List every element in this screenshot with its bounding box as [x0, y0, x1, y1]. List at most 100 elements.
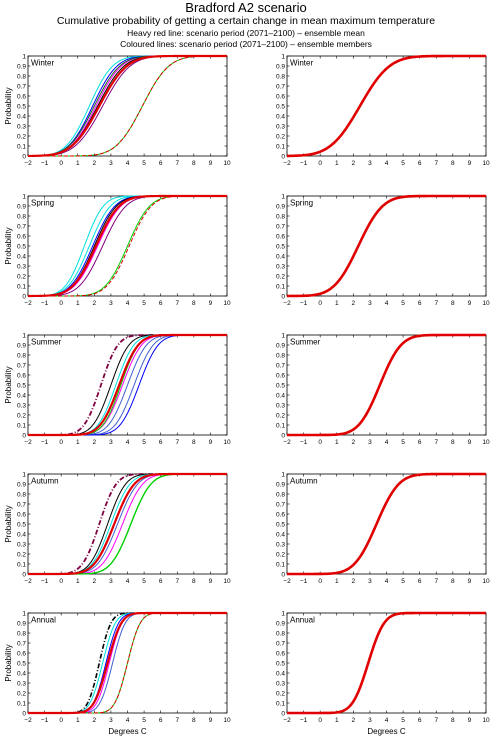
x-tick-label: 7 — [434, 439, 438, 446]
x-tick-label: 9 — [468, 717, 472, 724]
x-tick-label: 9 — [468, 300, 472, 307]
y-tick-label: 0.1 — [276, 143, 285, 150]
y-tick-label: 0.2 — [276, 412, 285, 419]
y-tick-label: 0.2 — [17, 133, 26, 140]
y-tick-label: 0.6 — [17, 233, 26, 240]
x-tick-label: −2 — [24, 160, 32, 167]
x-tick-label: −2 — [283, 160, 291, 167]
x-tick-label: 0 — [59, 160, 63, 167]
y-tick-label: 0.9 — [17, 481, 26, 488]
y-tick-label: 0.5 — [17, 243, 26, 250]
y-tick-label: 0.1 — [276, 700, 285, 707]
panel-label: Summer — [290, 338, 321, 347]
x-tick-label: 9 — [209, 300, 213, 307]
x-tick-label: 8 — [451, 717, 455, 724]
y-tick-label: 0.5 — [276, 660, 285, 667]
x-tick-label: 3 — [109, 160, 113, 167]
x-tick-label: 6 — [418, 578, 422, 585]
x-tick-label: 9 — [468, 578, 472, 585]
x-tick-label: −2 — [283, 300, 291, 307]
y-tick-label: 0.4 — [17, 253, 26, 260]
y-tick-label: 0.2 — [276, 133, 285, 140]
y-tick-label: 0.8 — [17, 352, 26, 359]
x-tick-label: 1 — [335, 160, 339, 167]
x-tick-label: 5 — [401, 160, 405, 167]
x-tick-label: 6 — [159, 300, 163, 307]
y-tick-label: 0 — [281, 432, 285, 439]
x-tick-label: 5 — [401, 717, 405, 724]
panel-autumn-left: −2 −1 0 1 2 3 4 5 6 7 8 9 10 0 0.1 0.2 0.3 0.4 0.5 0.6 0.7 0.… — [4, 471, 231, 585]
x-tick-label: 1 — [335, 717, 339, 724]
x-tick-label: 2 — [93, 717, 97, 724]
x-tick-label: 8 — [451, 300, 455, 307]
x-tick-label: −1 — [41, 578, 49, 585]
x-tick-label: 1 — [76, 578, 80, 585]
panel-autumn-right: −2 −1 0 1 2 3 4 5 6 7 8 9 10 0 0.1 0.2 0.3 0.4 0.5 0.6 0.7 0.… — [276, 471, 490, 585]
y-tick-label: 0.9 — [17, 342, 26, 349]
x-tick-label: 9 — [468, 160, 472, 167]
y-tick-label: 0.1 — [17, 561, 26, 568]
series-line-ensemble-mean — [287, 611, 486, 715]
y-tick-label: 0.1 — [17, 700, 26, 707]
y-tick-label: 0.1 — [276, 561, 285, 568]
y-axis-label: Probability — [4, 87, 13, 124]
series-line-ensemble-mean — [286, 54, 486, 158]
x-axis-label: Degrees C — [108, 727, 146, 736]
x-tick-label: 7 — [434, 160, 438, 167]
y-tick-label: 0.4 — [276, 392, 285, 399]
panel-annual-right: −2 −1 0 1 2 3 4 5 6 7 8 9 10 0 0.1 0.2 0.3 0.4 0.5 0.6 0.7 0.… — [276, 610, 490, 736]
x-tick-label: −2 — [24, 717, 32, 724]
y-tick-label: 0.3 — [276, 541, 285, 548]
y-tick-label: 0.7 — [17, 83, 26, 90]
y-tick-label: 0.6 — [17, 650, 26, 657]
y-axis-label: Probability — [4, 644, 13, 681]
x-tick-label: 10 — [223, 160, 231, 167]
y-tick-label: 0.4 — [276, 670, 285, 677]
y-tick-label: 0.5 — [276, 521, 285, 528]
x-tick-label: 6 — [418, 717, 422, 724]
y-tick-label: 0.8 — [17, 630, 26, 637]
x-tick-label: 3 — [109, 439, 113, 446]
y-tick-label: 0.7 — [276, 362, 285, 369]
x-tick-label: 8 — [451, 439, 455, 446]
y-tick-label: 0.5 — [17, 660, 26, 667]
panel-annual-left: −2 −1 0 1 2 3 4 5 6 7 8 9 10 0 0.1 0.2 0.3 0.4 0.5 0.6 0.7 0.… — [4, 610, 231, 736]
x-tick-label: 9 — [209, 439, 213, 446]
panel-label: Spring — [31, 199, 54, 208]
y-tick-label: 0.2 — [17, 412, 26, 419]
y-tick-label: 0.5 — [17, 521, 26, 528]
y-tick-label: 0.2 — [17, 273, 26, 280]
plot-frame — [286, 334, 487, 436]
x-tick-label: 3 — [368, 717, 372, 724]
y-tick-label: 0.7 — [276, 83, 285, 90]
x-tick-label: −2 — [24, 300, 32, 307]
y-tick-label: 0.7 — [276, 223, 285, 230]
y-tick-label: 0.3 — [17, 263, 26, 270]
y-tick-label: 0.9 — [276, 203, 285, 210]
y-tick-label: 1 — [281, 193, 285, 200]
y-tick-label: 0.6 — [276, 233, 285, 240]
y-tick-label: 0.7 — [17, 501, 26, 508]
y-tick-label: 0.1 — [17, 143, 26, 150]
y-tick-label: 0.5 — [17, 382, 26, 389]
y-tick-label: 0.2 — [17, 690, 26, 697]
figure-title: Bradford A2 scenario — [185, 0, 307, 15]
x-tick-label: 4 — [385, 439, 389, 446]
y-tick-label: 0.8 — [276, 630, 285, 637]
y-tick-label: 0.7 — [276, 640, 285, 647]
x-tick-label: 7 — [434, 717, 438, 724]
y-tick-label: 0 — [281, 153, 285, 160]
x-tick-label: 10 — [482, 160, 490, 167]
x-tick-label: 0 — [59, 578, 63, 585]
x-tick-label: −1 — [41, 439, 49, 446]
y-tick-label: 0.2 — [276, 273, 285, 280]
x-tick-label: −1 — [300, 717, 308, 724]
x-tick-label: 1 — [76, 439, 80, 446]
x-tick-label: 0 — [318, 160, 322, 167]
x-tick-label: 3 — [368, 160, 372, 167]
series-line-ensemble-mean — [28, 333, 227, 437]
series-line-ensemble-mean — [287, 333, 486, 437]
x-tick-label: 5 — [142, 160, 146, 167]
x-tick-label: −1 — [300, 578, 308, 585]
x-tick-label: −1 — [41, 160, 49, 167]
